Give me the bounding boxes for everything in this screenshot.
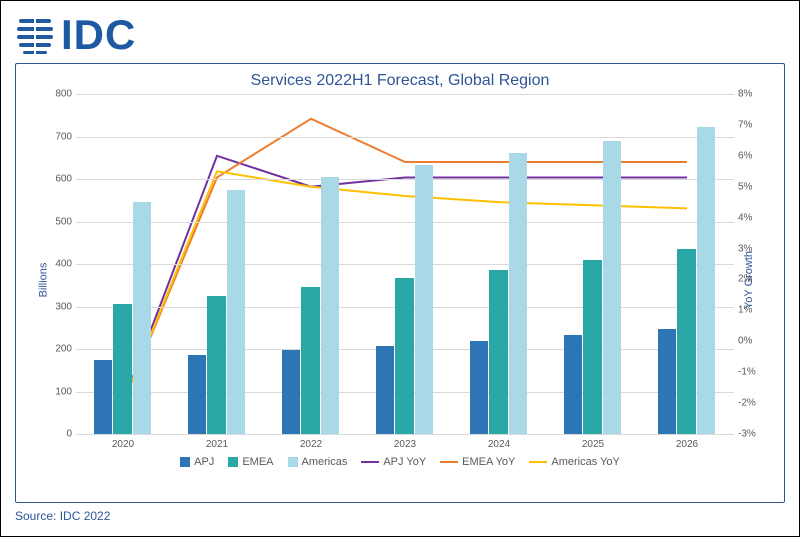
bar-americas xyxy=(227,190,245,434)
bar-emea xyxy=(113,304,131,434)
bar-apj xyxy=(470,341,488,435)
legend-item: EMEA xyxy=(228,456,273,468)
legend-item: APJ xyxy=(180,456,214,468)
y-right-tick: 1% xyxy=(738,305,768,316)
bar-apj xyxy=(564,335,582,434)
plot: 0100200300400500600700800-3%-2%-1%0%1%2%… xyxy=(76,94,734,434)
x-tick: 2026 xyxy=(676,439,698,450)
bar-apj xyxy=(188,355,206,434)
bar-americas xyxy=(509,153,527,434)
legend-item: Americas YoY xyxy=(529,456,619,468)
y-left-tick: 200 xyxy=(42,344,72,355)
x-tick: 2023 xyxy=(394,439,416,450)
x-tick: 2021 xyxy=(206,439,228,450)
x-tick: 2024 xyxy=(488,439,510,450)
y-left-tick: 100 xyxy=(42,386,72,397)
bar-americas xyxy=(133,202,151,434)
legend-item: APJ YoY xyxy=(361,456,426,468)
bar-americas xyxy=(415,165,433,434)
chart-title: Services 2022H1 Forecast, Global Region xyxy=(16,64,784,94)
legend-swatch-box xyxy=(228,457,238,467)
y-left-tick: 500 xyxy=(42,216,72,227)
y-right-tick: 2% xyxy=(738,274,768,285)
bar-emea xyxy=(677,249,695,434)
bar-apj xyxy=(282,350,300,434)
legend-item: Americas xyxy=(288,456,348,468)
y-left-tick: 0 xyxy=(42,429,72,440)
legend-item: EMEA YoY xyxy=(440,456,515,468)
x-tick: 2022 xyxy=(300,439,322,450)
legend-swatch-box xyxy=(288,457,298,467)
legend-label: EMEA xyxy=(242,456,273,468)
legend-label: Americas xyxy=(302,456,348,468)
chart-panel: Services 2022H1 Forecast, Global Region … xyxy=(15,63,785,503)
y-right-tick: 3% xyxy=(738,243,768,254)
y-right-tick: 7% xyxy=(738,119,768,130)
y-right-tick: 4% xyxy=(738,212,768,223)
chart-frame: IDC Services 2022H1 Forecast, Global Reg… xyxy=(0,0,800,537)
idc-logo-text: IDC xyxy=(61,11,136,59)
bar-emea xyxy=(301,287,319,434)
bar-americas xyxy=(321,177,339,434)
bar-emea xyxy=(583,260,601,434)
y-left-tick: 400 xyxy=(42,259,72,270)
legend-label: EMEA YoY xyxy=(462,456,515,468)
source-text: Source: IDC 2022 xyxy=(15,503,785,523)
y-left-tick: 800 xyxy=(42,89,72,100)
legend: APJ EMEA Americas APJ YoY EMEA YoY Americas Y… xyxy=(16,454,784,468)
y-right-tick: 6% xyxy=(738,150,768,161)
bar-apj xyxy=(376,346,394,434)
legend-swatch-box xyxy=(180,457,190,467)
legend-swatch-line xyxy=(529,461,547,463)
y-left-tick: 700 xyxy=(42,131,72,142)
y-right-tick: -3% xyxy=(738,429,768,440)
legend-label: APJ xyxy=(194,456,214,468)
bar-apj xyxy=(94,360,112,434)
y-right-tick: 0% xyxy=(738,336,768,347)
idc-logo: IDC xyxy=(15,11,785,59)
y-right-tick: -1% xyxy=(738,367,768,378)
bar-apj xyxy=(658,329,676,434)
x-tick: 2025 xyxy=(582,439,604,450)
idc-globe-icon xyxy=(15,15,55,55)
legend-swatch-line xyxy=(440,461,458,463)
y-right-tick: -2% xyxy=(738,398,768,409)
legend-swatch-line xyxy=(361,461,379,463)
y-right-tick: 8% xyxy=(738,89,768,100)
bar-americas xyxy=(697,127,715,434)
bar-emea xyxy=(207,296,225,434)
y-left-tick: 600 xyxy=(42,174,72,185)
legend-label: APJ YoY xyxy=(383,456,426,468)
y-right-tick: 5% xyxy=(738,181,768,192)
plot-area: Billions YoY Growth 01002003004005006007… xyxy=(76,94,734,454)
y-left-tick: 300 xyxy=(42,301,72,312)
legend-label: Americas YoY xyxy=(551,456,619,468)
bar-americas xyxy=(603,141,621,434)
bar-emea xyxy=(489,270,507,434)
bar-emea xyxy=(395,278,413,434)
x-tick: 2020 xyxy=(112,439,134,450)
